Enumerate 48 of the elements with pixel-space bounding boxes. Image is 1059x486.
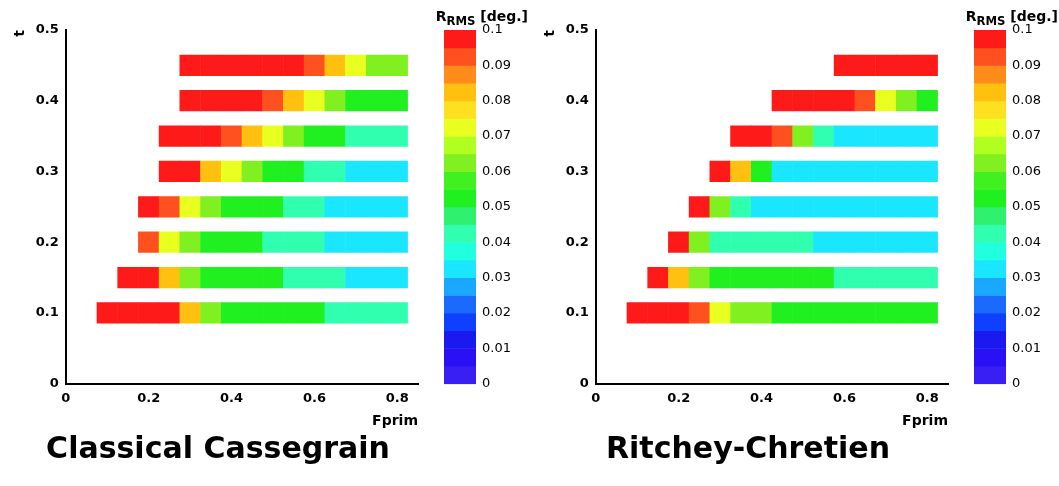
x-tick-label: 0: [591, 389, 601, 405]
color-bar-label: 0.01: [482, 339, 511, 355]
y-tick-label: 0.4: [565, 92, 589, 108]
x-tick-label: 0.4: [750, 389, 774, 405]
color-bar-label: 0.06: [1012, 162, 1041, 178]
y-tick-label: 0.3: [35, 162, 59, 178]
x-tick-label: 0.6: [302, 389, 326, 405]
x-tick-label: 0.4: [220, 389, 244, 405]
x-tick-label: 0.2: [667, 389, 691, 405]
color-bar-label: 0.08: [1012, 92, 1041, 108]
color-bar-label: 0: [1012, 374, 1021, 390]
color-bar-label: 0.05: [482, 198, 511, 214]
color-bar-label: 0.02: [1012, 304, 1041, 320]
color-bar-label: 0.06: [482, 162, 511, 178]
text: Classical Cassegrain: [45, 430, 391, 465]
y-tick-label: 0.5: [35, 21, 59, 37]
text: Ritchey-Chretien: [604, 430, 892, 465]
x-tick-label: 0.8: [385, 389, 409, 405]
x-tick-label: 0.6: [832, 389, 856, 405]
y-tick-label: 0.1: [565, 304, 589, 320]
color-bar-label: 0.07: [1012, 127, 1041, 143]
x-tick-label: 0: [61, 389, 71, 405]
y-tick-label: 0.4: [35, 92, 59, 108]
y-tick-label: 0: [579, 374, 589, 390]
color-bar-label: 0.03: [1012, 268, 1041, 284]
color-bar-label: 0.07: [482, 127, 511, 143]
y-tick-label: 0.5: [565, 21, 589, 37]
y-tick-label: 0.2: [35, 233, 59, 249]
x-tick-label: 0.2: [137, 389, 161, 405]
color-bar-label: 0.05: [1012, 198, 1041, 214]
y-axis-title: t: [541, 29, 558, 37]
x-tick-label: 0.8: [915, 389, 939, 405]
color-bar-label: 0.03: [482, 268, 511, 284]
y-tick-label: 0.2: [565, 233, 589, 249]
color-bar-label: 0.04: [1012, 233, 1041, 249]
x-axis-title: Fprim: [902, 412, 948, 429]
color-bar-label: 0.01: [1012, 339, 1041, 355]
y-axis-title: t: [11, 29, 28, 37]
y-tick-label: 0: [49, 374, 59, 390]
color-bar-label: 0.02: [482, 304, 511, 320]
color-bar-label: 0.08: [482, 92, 511, 108]
color-bar-label: 0.09: [1012, 56, 1041, 72]
y-tick-label: 0.1: [35, 304, 59, 320]
color-bar-label: 0.09: [482, 56, 511, 72]
y-tick-label: 0.3: [565, 162, 589, 178]
color-bar-label: 0.04: [482, 233, 511, 249]
color-bar-label: 0: [482, 374, 491, 390]
x-axis-title: Fprim: [372, 412, 418, 429]
